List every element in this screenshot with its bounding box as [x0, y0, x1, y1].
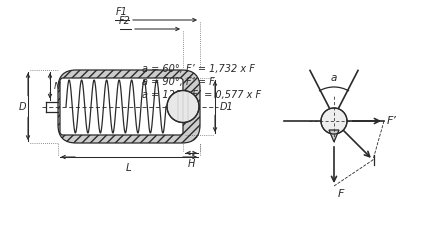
Polygon shape	[329, 130, 339, 142]
Text: a = 120°, F’ = 0,577 x F: a = 120°, F’ = 0,577 x F	[142, 90, 261, 99]
Text: a = 90°, F’ = F: a = 90°, F’ = F	[142, 77, 215, 87]
Circle shape	[167, 91, 199, 123]
Text: F2: F2	[119, 16, 131, 26]
Text: H: H	[188, 158, 195, 168]
Text: F: F	[338, 188, 344, 198]
Text: F1: F1	[116, 7, 128, 17]
FancyBboxPatch shape	[60, 79, 183, 135]
Text: a: a	[331, 73, 337, 83]
Text: D: D	[18, 102, 26, 112]
Text: a = 60°, F’ = 1,732 x F: a = 60°, F’ = 1,732 x F	[142, 64, 255, 74]
Text: N: N	[54, 82, 61, 91]
FancyBboxPatch shape	[58, 71, 200, 143]
Text: D1: D1	[220, 102, 234, 112]
Text: F’: F’	[387, 115, 397, 126]
Circle shape	[321, 108, 347, 134]
Text: L: L	[126, 162, 132, 172]
